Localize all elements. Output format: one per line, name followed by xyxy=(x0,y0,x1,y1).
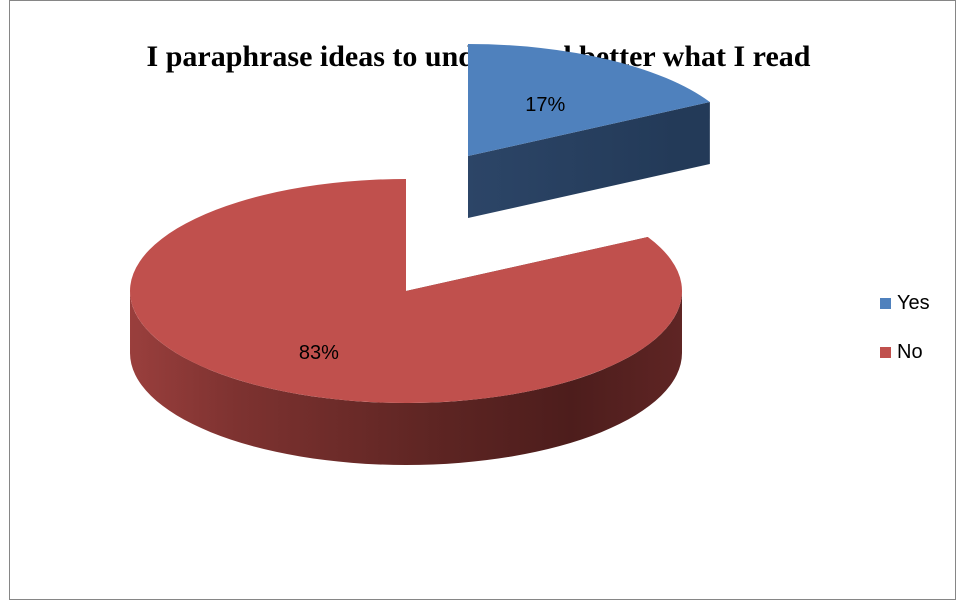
legend-label-yes: Yes xyxy=(897,291,930,314)
legend-label-no: No xyxy=(897,340,923,363)
data-label-no: 83% xyxy=(299,342,339,364)
legend: Yes No xyxy=(880,291,930,389)
pie-slice-no xyxy=(130,179,683,404)
pie-side-no-0 xyxy=(130,291,682,465)
legend-item-yes: Yes xyxy=(880,291,930,315)
pie-chart: 17% 83% xyxy=(130,44,710,465)
legend-swatch-yes xyxy=(880,297,891,309)
pie-slice-yes xyxy=(468,44,710,156)
data-label-yes: 17% xyxy=(525,94,565,116)
legend-item-no: No xyxy=(880,340,930,364)
legend-swatch-no xyxy=(880,346,891,358)
pie-side-yes-0 xyxy=(468,102,710,218)
